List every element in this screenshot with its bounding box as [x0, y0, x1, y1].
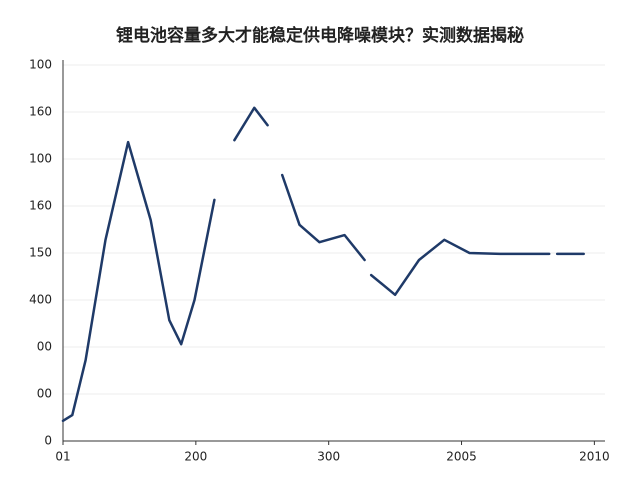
- x-tick-label: 01: [55, 450, 70, 464]
- y-tick-label: 150: [29, 246, 52, 260]
- y-tick-label: 400: [29, 293, 52, 307]
- y-tick-label: 160: [29, 199, 52, 213]
- y-tick-label: 100: [29, 58, 52, 72]
- y-tick-label: 0: [44, 434, 52, 448]
- line-series: [61, 106, 585, 423]
- y-tick-label: 00: [37, 340, 52, 354]
- x-tick-label: 2005: [446, 450, 477, 464]
- y-tick-label: 00: [37, 387, 52, 401]
- x-tick-label: 2010: [579, 450, 610, 464]
- y-tick-label: 100: [29, 152, 52, 166]
- chart-title: 锂电池容量多大才能稳定供电降噪模块？实测数据揭秘: [116, 25, 524, 46]
- x-tick-label: 300: [317, 450, 340, 464]
- x-tick-label: 200: [184, 450, 207, 464]
- y-tick-label: 160: [29, 105, 52, 119]
